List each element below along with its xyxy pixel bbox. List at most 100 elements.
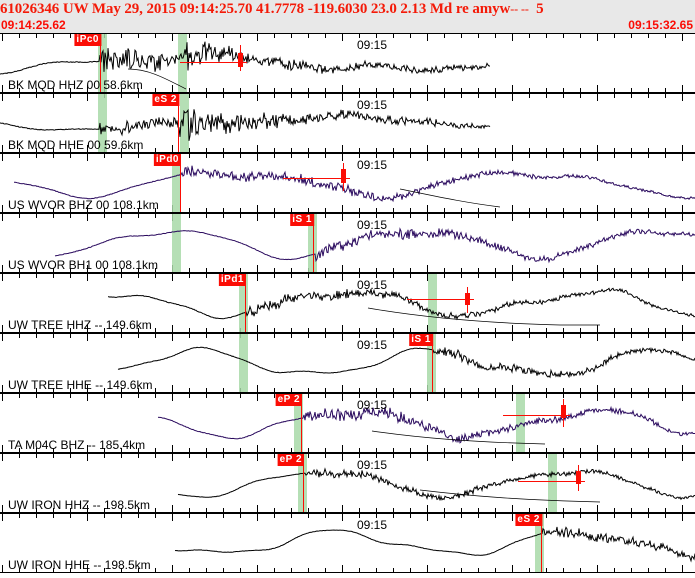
axis-tick-minor <box>410 88 411 92</box>
axis-tick-minor <box>104 334 105 338</box>
axis-tick-minor <box>444 148 445 152</box>
phase-pick-line[interactable] <box>432 334 433 392</box>
amplitude-marker-bar[interactable] <box>576 471 581 484</box>
axis-tick-minor <box>155 394 156 398</box>
axis-tick-minor <box>325 328 326 332</box>
axis-tick-minor <box>155 448 156 452</box>
axis-tick-minor <box>36 214 37 218</box>
axis-tick-minor <box>461 274 462 278</box>
axis-tick-minor <box>665 394 666 398</box>
axis-tick-major <box>2 505 3 512</box>
axis-tick-minor <box>121 568 122 572</box>
axis-tick-minor <box>155 328 156 332</box>
axis-tick-minor <box>376 568 377 572</box>
phase-pick-line[interactable] <box>541 514 542 572</box>
axis-tick-major <box>172 445 173 452</box>
axis-tick-minor <box>53 208 54 212</box>
axis-tick-minor <box>155 514 156 518</box>
axis-tick-minor <box>665 214 666 218</box>
axis-tick-minor <box>53 94 54 98</box>
phase-pick-line[interactable] <box>245 274 246 332</box>
axis-tick-minor <box>70 214 71 218</box>
axis-tick-minor <box>614 448 615 452</box>
axis-tick-minor <box>291 514 292 518</box>
phase-pick-label[interactable]: iS 1 <box>409 334 433 346</box>
axis-tick-minor <box>189 454 190 458</box>
axis-tick-minor <box>648 448 649 452</box>
phase-pick-label[interactable]: eS 2 <box>152 94 179 106</box>
axis-tick-major <box>427 514 428 521</box>
trace-row[interactable]: iS 1 09:15 US WVOR BH1 00 108.1km <box>0 213 695 273</box>
axis-tick-minor <box>648 88 649 92</box>
phase-pick-label[interactable]: iPd0 <box>153 154 181 166</box>
axis-tick-minor <box>325 94 326 98</box>
phase-pick-label[interactable]: iPc0 <box>74 34 101 46</box>
coda-window-band <box>172 214 181 272</box>
axis-tick-minor <box>138 388 139 392</box>
phase-pick-line[interactable] <box>100 34 101 92</box>
axis-tick-minor <box>104 514 105 518</box>
phase-pick-line[interactable] <box>180 154 181 212</box>
axis-tick-minor <box>70 448 71 452</box>
axis-tick-minor <box>563 328 564 332</box>
axis-tick-minor <box>53 508 54 512</box>
phase-pick-line[interactable] <box>301 394 302 452</box>
axis-tick-major <box>512 325 513 332</box>
axis-tick-minor <box>410 568 411 572</box>
phase-pick-line[interactable] <box>313 214 314 272</box>
phase-pick-line[interactable] <box>303 454 304 512</box>
axis-tick-minor <box>240 148 241 152</box>
trace-row[interactable]: iS 1 09:15 UW TREE HHE -- 149.6km <box>0 333 695 393</box>
axis-tick-minor <box>461 514 462 518</box>
phase-pick-label[interactable]: eS 2 <box>515 514 542 526</box>
axis-tick-minor <box>240 214 241 218</box>
axis-tick-major <box>2 85 3 92</box>
axis-tick-minor <box>580 328 581 332</box>
axis-tick-minor <box>308 208 309 212</box>
amplitude-marker-bar[interactable] <box>238 53 243 67</box>
trace-row[interactable]: iPd0 09:15 US WVOR BHZ 00 108.1km <box>0 153 695 213</box>
axis-tick-major <box>87 145 88 152</box>
amplitude-marker-bar[interactable] <box>561 405 566 418</box>
axis-tick-minor <box>19 388 20 392</box>
amplitude-marker-bar[interactable] <box>341 169 346 183</box>
phase-pick-line[interactable] <box>178 94 179 152</box>
phase-pick-label[interactable]: iS 1 <box>290 214 314 226</box>
axis-tick-minor <box>665 454 666 458</box>
phase-pick-label[interactable]: iPd1 <box>218 274 246 286</box>
axis-tick-minor <box>461 88 462 92</box>
axis-tick-minor <box>648 454 649 458</box>
trace-row[interactable]: eS 2 09:15 UW IRON HHE -- 198.5km <box>0 513 695 573</box>
axis-tick-major <box>512 334 513 341</box>
axis-tick-major <box>427 34 428 41</box>
trace-row[interactable]: iPd1 09:15 UW TREE HHZ -- 149.6km <box>0 273 695 333</box>
axis-tick-minor <box>104 508 105 512</box>
axis-tick-minor <box>393 274 394 278</box>
axis-tick-minor <box>206 334 207 338</box>
phase-pick-label[interactable]: eP 2 <box>275 394 302 406</box>
axis-tick-major <box>597 445 598 452</box>
trace-row[interactable]: eS 2 09:15 BK MQD HHE 00 59.6km <box>0 93 695 153</box>
axis-tick-minor <box>495 268 496 272</box>
axis-tick-minor <box>240 514 241 518</box>
phase-pick-label[interactable]: eP 2 <box>277 454 304 466</box>
axis-tick-major <box>172 505 173 512</box>
axis-tick-major <box>87 565 88 572</box>
axis-tick-minor <box>648 394 649 398</box>
axis-line-top <box>0 453 695 454</box>
axis-tick-major <box>427 214 428 221</box>
axis-tick-minor <box>563 334 564 338</box>
axis-tick-major <box>342 445 343 452</box>
trace-row[interactable]: eP 2 09:15 UW IRON HHZ -- 198.5km <box>0 453 695 513</box>
axis-tick-major <box>597 85 598 92</box>
axis-tick-major <box>172 394 173 401</box>
axis-tick-major <box>427 145 428 152</box>
axis-tick-minor <box>444 154 445 158</box>
axis-tick-minor <box>223 508 224 512</box>
axis-tick-major <box>342 454 343 461</box>
axis-tick-minor <box>70 454 71 458</box>
axis-tick-minor <box>206 508 207 512</box>
trace-row[interactable]: eP 2 09:15 TA M04C BHZ -- 185.4km <box>0 393 695 453</box>
axis-tick-minor <box>138 34 139 38</box>
trace-row[interactable]: iPc0 09:15 BK MQD HHZ 00 58.6km <box>0 33 695 93</box>
